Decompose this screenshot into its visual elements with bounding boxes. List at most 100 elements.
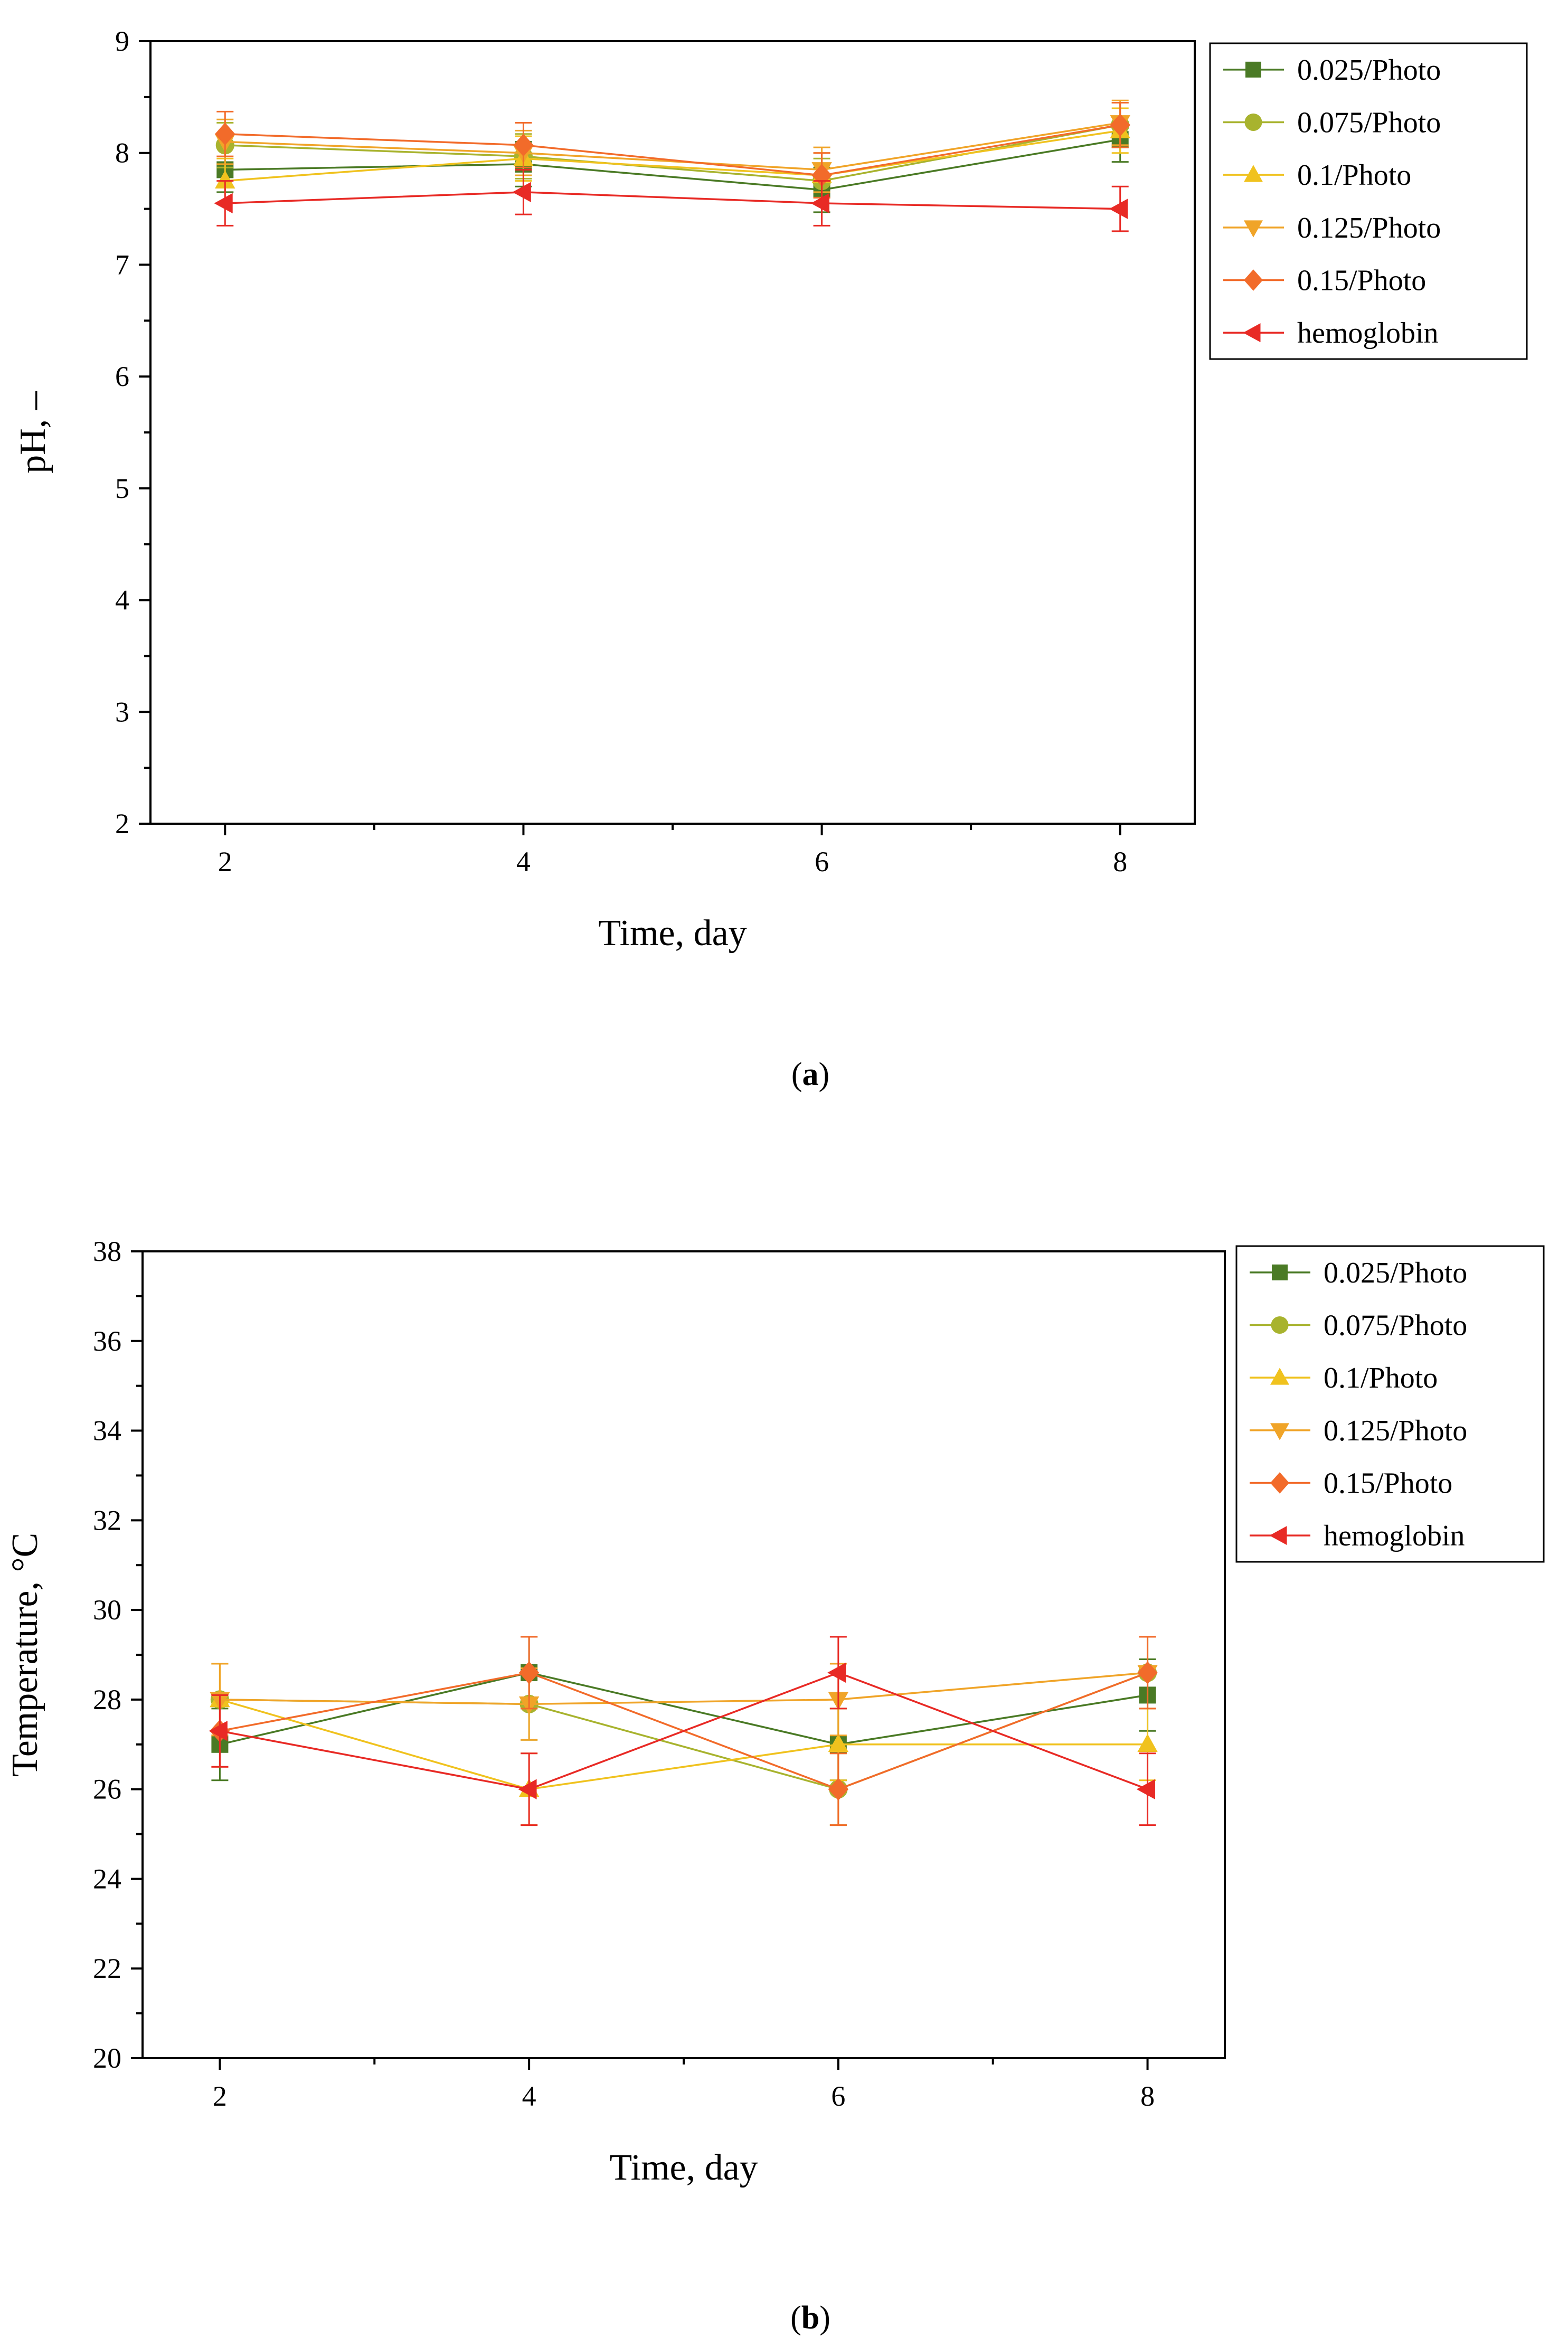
series-0-075-photo (215, 101, 1130, 204)
y-tick-label: 30 (93, 1594, 121, 1626)
series-line (225, 129, 1120, 182)
legend-item: 0.025/Photo (1223, 54, 1441, 87)
series-line (225, 124, 1121, 182)
legend-label: 0.075/Photo (1297, 107, 1441, 139)
legend-label: 0.1/Photo (1324, 1362, 1438, 1394)
legend-box (1209, 42, 1528, 360)
series-line (225, 191, 1120, 210)
legend-item: 0.1/Photo (1250, 1362, 1438, 1394)
y-tick-label: 3 (115, 696, 129, 728)
legend-label: 0.15/Photo (1297, 265, 1426, 297)
series-line (225, 124, 1121, 176)
legend-item: 0.15/Photo (1250, 1467, 1452, 1500)
data-point (1136, 1779, 1155, 1799)
legend-item: 0.075/Photo (1223, 107, 1441, 139)
series-0-025-photo (211, 1636, 1156, 1781)
y-tick-label: 32 (93, 1504, 121, 1536)
series-line (219, 1699, 1148, 1790)
data-point (828, 1778, 849, 1801)
y-tick-label: 28 (93, 1684, 121, 1715)
legend-item: 0.1/Photo (1223, 159, 1411, 192)
data-point (214, 193, 233, 214)
legend-label: 0.15/Photo (1324, 1467, 1452, 1500)
data-point (811, 164, 832, 187)
legend-marker (1270, 1368, 1289, 1385)
x-tick-label: 8 (1140, 2080, 1155, 2112)
legend-item: hemoglobin (1250, 1520, 1465, 1552)
data-point (1110, 114, 1130, 137)
series-line (220, 1672, 1148, 1746)
legend: 0.025/Photo 0.075/Photo 0.1/Photo 0.125/Pho… (1235, 1245, 1545, 1563)
x-tick-label: 4 (522, 2080, 536, 2112)
series-0-1-photo (210, 1663, 1158, 1826)
legend-marker (1270, 1423, 1289, 1440)
series-0-1-photo (215, 107, 1130, 204)
legend-label: hemoglobin (1297, 317, 1439, 350)
x-tick-label: 6 (831, 2080, 845, 2112)
x-axis-title: Time, day (598, 913, 747, 954)
series-0-15-photo (215, 101, 1130, 199)
legend-item: 0.125/Photo (1250, 1415, 1467, 1447)
legend-marker (1244, 269, 1263, 291)
caption-a: (a) (791, 1057, 829, 1092)
y-tick-label: 7 (115, 249, 129, 280)
series-line (220, 1672, 1148, 1705)
y-tick-label: 26 (93, 1774, 121, 1805)
legend-label: 0.025/Photo (1297, 54, 1441, 87)
data-point (215, 170, 235, 189)
legend-label: 0.125/Photo (1297, 212, 1441, 244)
caption-b: (b) (790, 2300, 830, 2336)
legend-label: 0.025/Photo (1324, 1257, 1467, 1289)
legend-label: hemoglobin (1324, 1520, 1465, 1552)
x-axis-ticks: 2 4 6 8 (213, 2058, 1155, 2112)
y-tick-label: 4 (115, 584, 129, 616)
data-point (215, 122, 235, 146)
legend: 0.025/Photo 0.075/Photo 0.1/Photo 0.125/Pho… (1209, 42, 1528, 360)
y-axis-ticks: 20 22 24 26 28 30 32 34 36 38 (93, 1236, 143, 2074)
series-0-125-photo (210, 1636, 1158, 1741)
y-axis-title: pH, – (13, 391, 53, 474)
x-axis-ticks: 2 4 6 8 (218, 824, 1127, 878)
x-tick-label: 2 (218, 846, 232, 878)
y-tick-label: 36 (93, 1325, 121, 1357)
x-tick-label: 8 (1113, 846, 1127, 878)
series-hemoglobin (209, 1636, 1156, 1826)
x-tick-label: 6 (815, 846, 829, 878)
legend-box (1235, 1245, 1545, 1563)
legend-item: 0.15/Photo (1223, 265, 1426, 297)
legend-marker (1244, 220, 1263, 238)
y-tick-label: 8 (115, 137, 129, 169)
legend-item: 0.025/Photo (1250, 1257, 1467, 1289)
plot-frame (141, 1250, 1226, 2059)
legend-label: 0.075/Photo (1324, 1309, 1467, 1342)
plot-frame (149, 40, 1196, 825)
y-tick-label: 22 (93, 1953, 121, 1984)
data-point (827, 1662, 846, 1683)
x-tick-label: 4 (516, 846, 531, 878)
y-axis-ticks: 2 3 4 5 6 7 8 9 (115, 25, 150, 840)
data-point (828, 1733, 849, 1752)
legend-marker (1245, 61, 1261, 78)
data-point (513, 134, 534, 157)
legend-marker (1243, 323, 1261, 343)
series-line (220, 1672, 1148, 1790)
series-line (225, 138, 1121, 191)
y-tick-label: 6 (115, 361, 129, 392)
legend-item: 0.125/Photo (1223, 212, 1441, 244)
y-tick-label: 2 (115, 808, 129, 840)
y-tick-label: 38 (93, 1236, 121, 1267)
x-tick-label: 2 (213, 2080, 227, 2112)
data-point (518, 1661, 540, 1684)
data-point (518, 1779, 537, 1799)
legend-marker (1244, 165, 1263, 182)
data-point (1109, 199, 1128, 219)
y-tick-label: 20 (93, 2042, 121, 2074)
legend-label: 0.125/Photo (1324, 1415, 1467, 1447)
data-point (512, 182, 531, 203)
legend-item: hemoglobin (1223, 317, 1439, 350)
series-line (225, 121, 1120, 171)
legend-marker (1269, 1526, 1287, 1545)
